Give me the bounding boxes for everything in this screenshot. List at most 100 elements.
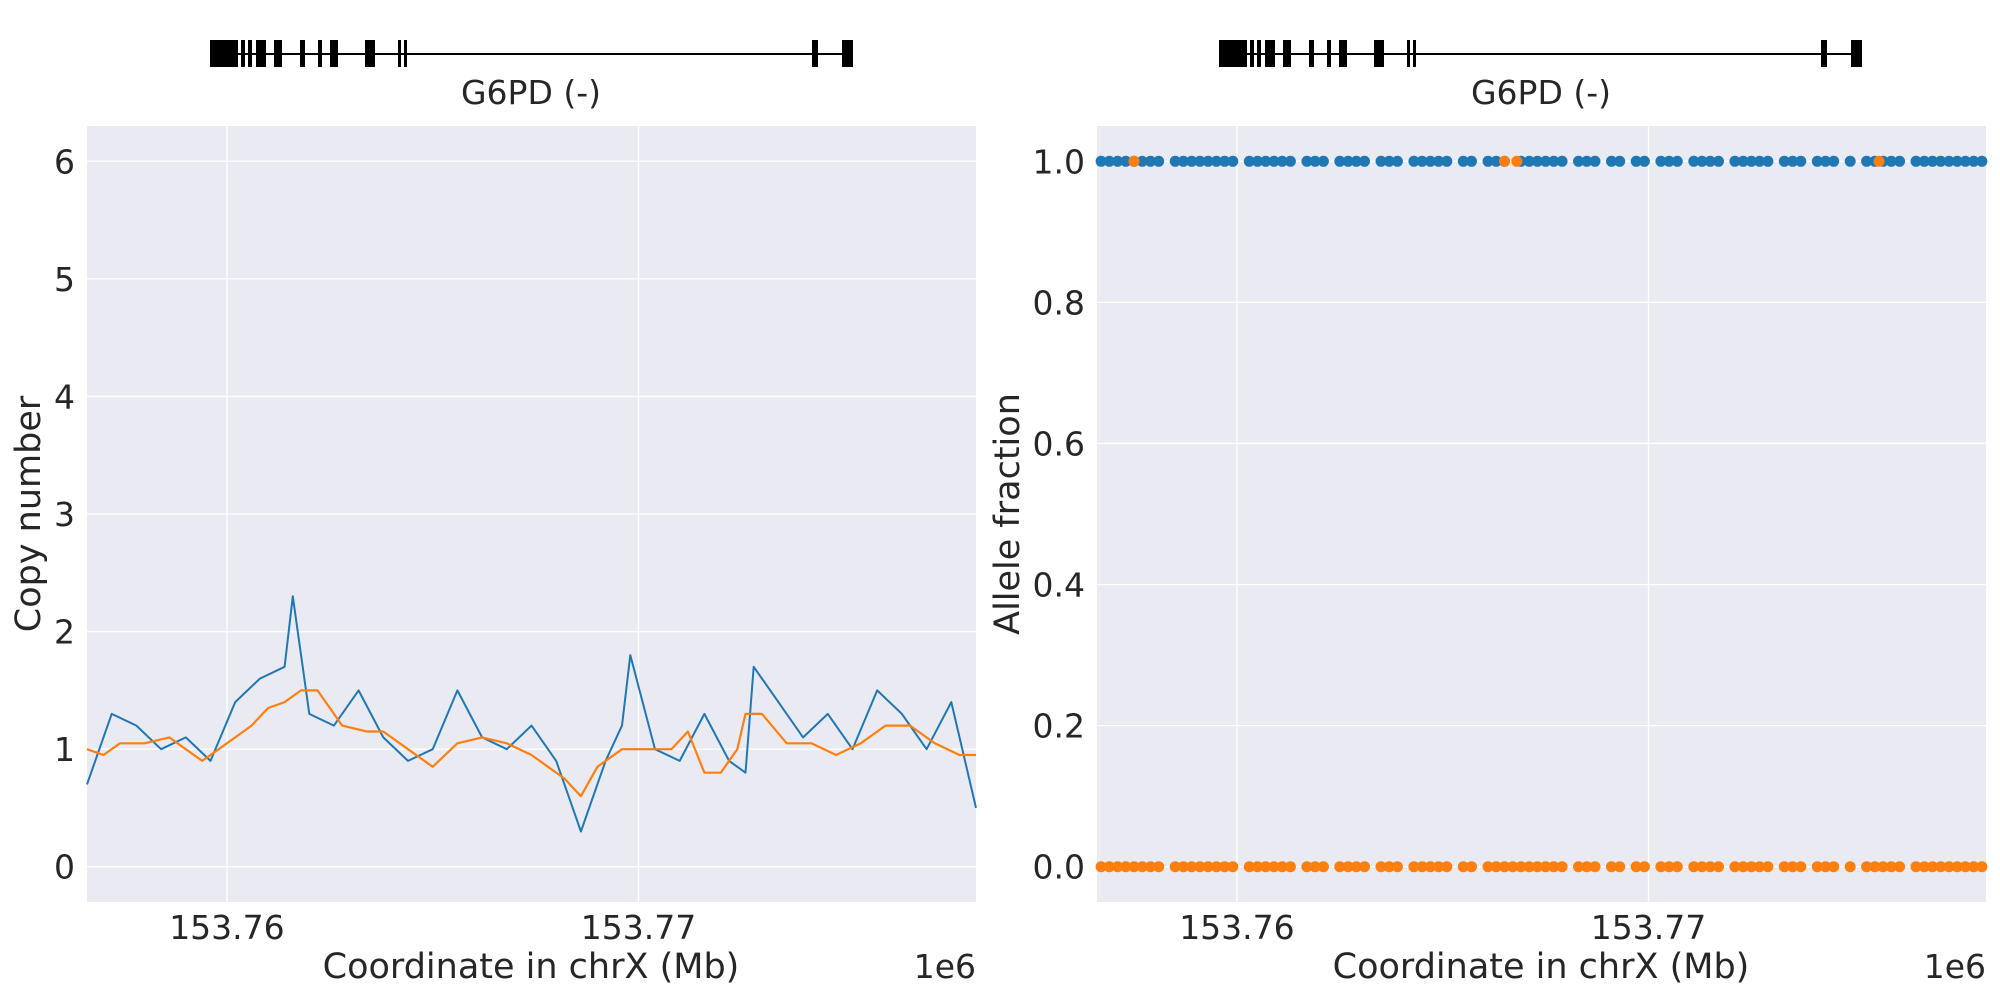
allele-fraction-point	[1655, 861, 1667, 873]
allele-fraction-point	[1441, 861, 1453, 873]
left-series	[86, 595, 977, 833]
allele-fraction-point	[1638, 861, 1650, 873]
allele-fraction-point	[1276, 861, 1288, 873]
x-tick-label: 153.77	[581, 908, 696, 947]
gene-exon-block	[1851, 40, 1862, 67]
allele-fraction-point	[1499, 155, 1510, 167]
allele-fraction-point	[1877, 861, 1889, 873]
allele-fraction-point	[1309, 155, 1321, 167]
allele-fraction-point	[1301, 861, 1313, 873]
allele-fraction-point	[1951, 155, 1963, 167]
allele-fraction-point	[1787, 861, 1799, 873]
allele-fraction-point	[1844, 861, 1856, 873]
allele-fraction-point	[1556, 155, 1568, 167]
allele-fraction-point	[1531, 861, 1543, 873]
allele-fraction-point	[1507, 861, 1519, 873]
allele-fraction-point	[1861, 861, 1873, 873]
allele-fraction-point	[1688, 155, 1700, 167]
y-tick-label: 1.0	[1033, 142, 1085, 181]
allele-fraction-point	[1795, 861, 1807, 873]
allele-fraction-point	[1713, 155, 1724, 167]
gene-exon-block	[248, 40, 252, 67]
allele-fraction-point	[1828, 155, 1840, 167]
allele-fraction-point	[1787, 155, 1799, 167]
allele-fraction-point	[1227, 155, 1239, 167]
allele-fraction-point	[1210, 155, 1222, 167]
allele-fraction-point	[1968, 155, 1980, 167]
allele-fraction-point	[1729, 861, 1741, 873]
allele-fraction-point	[1910, 155, 1922, 167]
allele-fraction-point	[1490, 861, 1502, 873]
allele-fraction-point	[1614, 861, 1626, 873]
gene-exon-block	[812, 40, 818, 67]
y-tick-label: 0.8	[1033, 283, 1085, 322]
allele-fraction-point	[1252, 155, 1263, 167]
allele-fraction-point	[1927, 155, 1938, 167]
x-tick-label: 153.76	[1179, 908, 1294, 947]
allele-fraction-point	[1951, 861, 1963, 873]
allele-fraction-point	[1638, 155, 1650, 167]
allele-fraction-point	[1704, 861, 1716, 873]
gene-exon-block	[318, 40, 322, 67]
allele-fraction-point	[1260, 861, 1272, 873]
allele-fraction-point	[1441, 155, 1453, 167]
allele-fraction-point	[1885, 861, 1897, 873]
allele-fraction-point	[1869, 861, 1881, 873]
gene-exon-block	[330, 40, 338, 67]
y-tick-label: 0	[54, 848, 75, 887]
gene-exon-block	[1821, 40, 1827, 67]
allele-fraction-point	[1589, 861, 1601, 873]
allele-fraction-point	[1820, 861, 1831, 873]
gene-exon-block	[1257, 40, 1261, 67]
allele-fraction-point	[1243, 155, 1255, 167]
y-tick-label: 0.4	[1033, 566, 1085, 605]
allele-fraction-point	[1573, 861, 1584, 873]
left-y-axis-title: Copy number	[9, 395, 49, 632]
allele-fraction-point	[1778, 155, 1790, 167]
allele-fraction-point	[1350, 155, 1362, 167]
left-gene-label: G6PD (-)	[461, 73, 601, 112]
allele-fraction-point	[1976, 861, 1988, 873]
right-x-offset-label: 1e6	[1924, 947, 1986, 986]
allele-fraction-point	[1589, 155, 1601, 167]
gene-exon-block	[210, 40, 238, 67]
gene-exon-block	[274, 40, 282, 67]
allele-fraction-point	[1696, 155, 1708, 167]
right-panel: G6PD (-) 0.0 0.2 0.4 0.6 0.8 1.0 153.76 153.77…	[988, 40, 1988, 987]
allele-fraction-point	[1433, 861, 1445, 873]
allele-fraction-point	[1927, 861, 1938, 873]
allele-fraction-point	[1511, 155, 1523, 167]
y-tick-label: 0.6	[1033, 424, 1085, 463]
allele-fraction-point	[1820, 155, 1831, 167]
allele-fraction-point	[1811, 155, 1823, 167]
right-gene-track: G6PD (-)	[1219, 40, 1862, 112]
allele-fraction-point	[1943, 155, 1955, 167]
allele-fraction-point	[1194, 155, 1206, 167]
allele-fraction-point	[1754, 861, 1766, 873]
allele-fraction-point	[1523, 861, 1535, 873]
allele-fraction-point	[1713, 861, 1724, 873]
allele-fraction-point	[1696, 861, 1708, 873]
allele-fraction-point	[1120, 861, 1132, 873]
allele-fraction-point	[1342, 861, 1354, 873]
allele-fraction-point	[1103, 155, 1115, 167]
gene-exon-block	[1407, 40, 1410, 67]
allele-fraction-point	[1136, 155, 1148, 167]
gene-exon-block	[256, 40, 266, 67]
right-series	[1095, 155, 1988, 873]
allele-fraction-point	[1531, 155, 1543, 167]
gene-exon-block	[842, 40, 853, 67]
allele-fraction-point	[1317, 155, 1329, 167]
gene-exon-block	[404, 40, 407, 67]
allele-fraction-point	[1466, 861, 1477, 873]
allele-fraction-point	[1556, 861, 1568, 873]
allele-fraction-point	[1457, 861, 1469, 873]
left-gene-exons	[210, 40, 853, 67]
allele-fraction-point	[1128, 155, 1140, 167]
allele-fraction-point	[1383, 155, 1395, 167]
allele-fraction-point	[1490, 155, 1502, 167]
allele-fraction-point	[1737, 155, 1749, 167]
allele-fraction-point	[1745, 861, 1757, 873]
allele-fraction-point	[1655, 155, 1667, 167]
